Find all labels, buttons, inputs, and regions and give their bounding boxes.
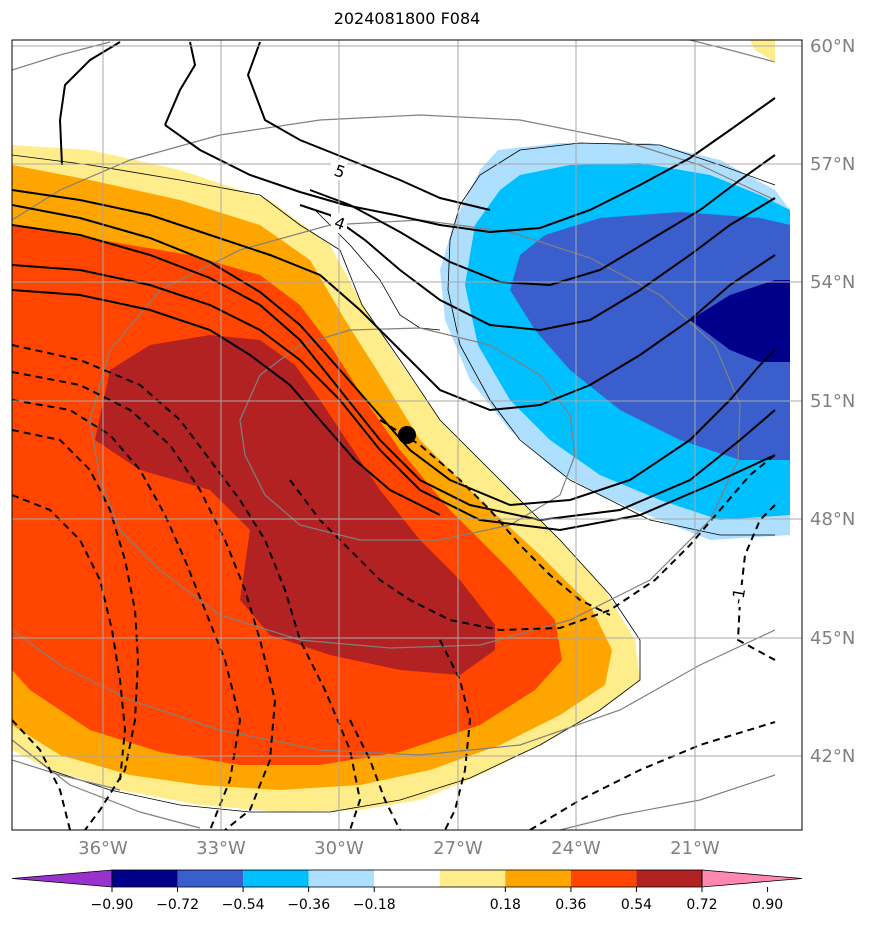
anomaly-fill-negative-0.72 xyxy=(690,280,790,362)
dashed-contour xyxy=(529,721,776,830)
dashed-contour xyxy=(379,419,611,616)
solid-contour xyxy=(58,41,121,166)
colorbar-tick-label: 0.72 xyxy=(686,897,717,913)
lat-label: 51°N xyxy=(810,391,855,412)
dashed-contour xyxy=(12,371,277,830)
anomaly-fill-positive-0.72 xyxy=(95,335,495,675)
map-title: 2024081800 F084 xyxy=(333,9,481,28)
colorbar-segment xyxy=(570,870,637,887)
colorbar-tick-label: 0.90 xyxy=(752,897,783,913)
gray-contour xyxy=(239,327,576,541)
lon-label: 21°W xyxy=(670,838,720,859)
contour-label-neg1: -1 xyxy=(728,587,749,606)
contour-label-bg xyxy=(331,160,347,180)
solid-contour xyxy=(309,154,776,287)
outline-contour-2 xyxy=(459,142,776,206)
contour-label-bg xyxy=(729,585,745,607)
colorbar-segment xyxy=(243,870,309,887)
solid-contour xyxy=(12,289,441,516)
colorbar-tick-label: −0.72 xyxy=(156,897,199,913)
gray-contours xyxy=(12,40,776,830)
colorbar-segment xyxy=(636,870,702,887)
gray-contour xyxy=(12,759,121,791)
gray-contour xyxy=(12,739,201,829)
solid-contour xyxy=(299,197,776,332)
colorbar-segment xyxy=(505,870,571,887)
colorbar-segment xyxy=(439,870,506,887)
lat-label: 45°N xyxy=(810,628,855,649)
colorbar-tick-label: 0.36 xyxy=(555,897,586,913)
solid-contour xyxy=(164,97,776,234)
colorbar-outline xyxy=(111,869,703,888)
outline-contour-3 xyxy=(447,204,775,536)
solid-contour xyxy=(12,189,776,412)
plot-frame xyxy=(11,39,803,831)
lon-label: 36°W xyxy=(78,838,128,859)
solid-contour xyxy=(12,224,776,522)
lat-label: 57°N xyxy=(810,154,855,175)
colorbar-tick-label: 0.54 xyxy=(621,897,652,913)
solid-contours xyxy=(12,41,776,532)
contour-label-bg xyxy=(331,213,347,233)
lat-labels: 60°N 57°N 54°N 51°N 48°N 45°N 42°N xyxy=(810,36,855,767)
solid-contour xyxy=(246,41,491,211)
colorbar-tick-label: 0.18 xyxy=(490,897,521,913)
dashed-contour xyxy=(289,454,776,632)
solid-contour xyxy=(12,204,776,507)
gridlines xyxy=(12,40,802,830)
colorbar-tick-label: −0.90 xyxy=(91,897,134,913)
lat-label: 60°N xyxy=(810,36,855,57)
colorbar-segment xyxy=(112,870,178,887)
colorbar-extend-low xyxy=(11,869,113,888)
dashed-contour xyxy=(736,504,776,661)
gray-contour xyxy=(12,629,776,756)
lon-label: 30°W xyxy=(314,838,364,859)
colorbar-tick-label: −0.54 xyxy=(222,897,265,913)
colorbar-segment xyxy=(308,870,375,887)
lon-label: 27°W xyxy=(433,838,483,859)
colorbar: −0.90 −0.72 −0.54 −0.36 −0.18 0.18 0.36 0.54 0.7… xyxy=(11,869,803,913)
lon-label: 33°W xyxy=(196,838,246,859)
location-marker xyxy=(398,426,416,444)
gray-contour xyxy=(689,40,776,63)
colorbar-extend-high xyxy=(701,869,803,888)
lat-label: 48°N xyxy=(810,509,855,530)
colorbar-tick-label: −0.18 xyxy=(353,897,396,913)
solid-contour xyxy=(164,41,197,126)
colorbar-segment xyxy=(177,870,244,887)
lat-label: 42°N xyxy=(810,746,855,767)
dashed-contour xyxy=(439,639,472,830)
dashed-contour xyxy=(12,719,71,830)
colorbar-tick-label: −0.36 xyxy=(287,897,330,913)
colorbar-segment xyxy=(374,870,440,887)
lon-labels: 36°W 33°W 30°W 27°W 24°W 21°W xyxy=(78,838,720,859)
gray-contour xyxy=(12,114,776,221)
dashed-contours xyxy=(12,344,776,830)
solid-contour xyxy=(12,264,776,532)
gray-contour xyxy=(559,774,776,830)
dashed-contour xyxy=(12,399,242,830)
lat-label: 54°N xyxy=(810,272,855,293)
dashed-contour xyxy=(12,429,140,830)
outline-contour xyxy=(12,154,641,813)
dashed-contour xyxy=(12,344,362,830)
dashed-contour xyxy=(349,719,401,830)
anomaly-fill-negative-0.54 xyxy=(510,212,790,460)
lon-label: 24°W xyxy=(551,838,601,859)
